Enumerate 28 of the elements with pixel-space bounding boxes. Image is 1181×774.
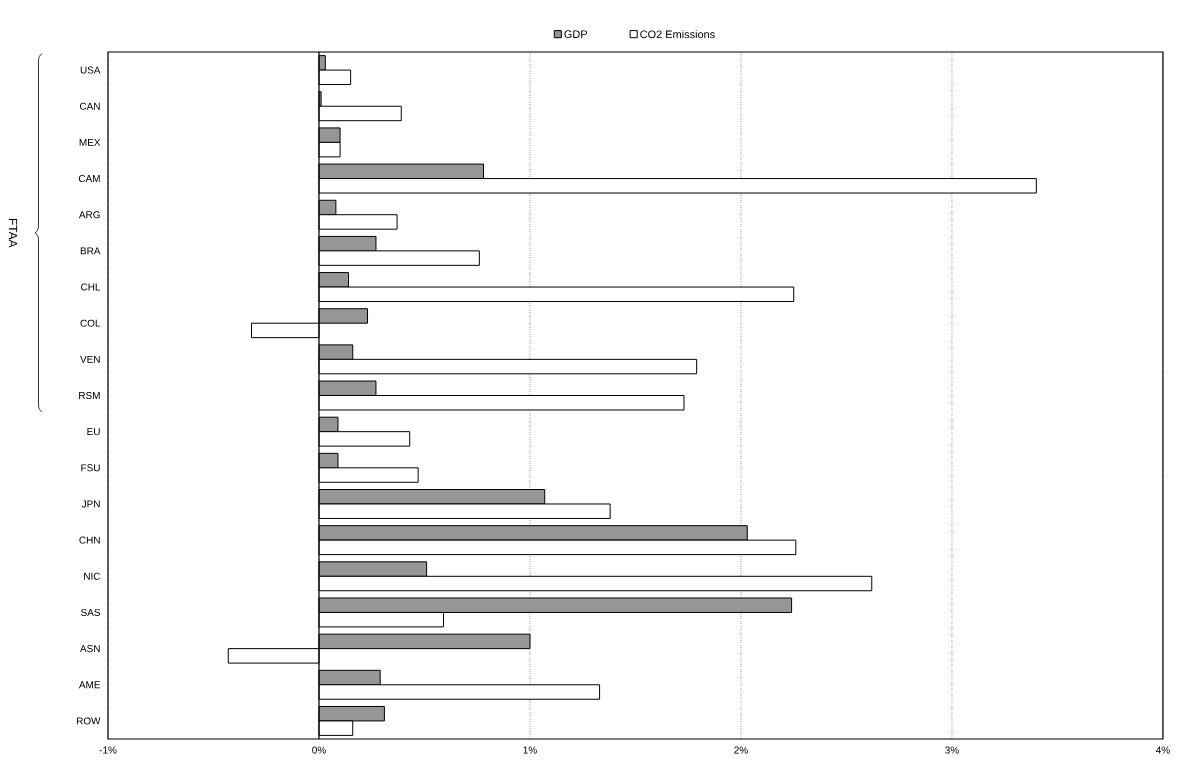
x-tick-label: 4% bbox=[1155, 746, 1170, 754]
y-tick-label: JPN bbox=[81, 500, 100, 508]
y-tick-label: NIC bbox=[84, 572, 101, 580]
text: FTAA bbox=[8, 218, 18, 248]
x-tick-label: 1% bbox=[523, 746, 537, 754]
y-tick-label: FSU bbox=[81, 464, 100, 472]
y-tick-label: SAS bbox=[81, 608, 101, 616]
y-tick-label: EU bbox=[87, 428, 100, 436]
x-tick-label: 3% bbox=[945, 746, 959, 754]
y-tick-label: USA bbox=[80, 66, 101, 74]
y-tick-label: BRA bbox=[80, 247, 101, 255]
y-tick-label: MEX bbox=[79, 138, 101, 146]
legend-label: GDP bbox=[564, 30, 588, 39]
y-tick-label: ROW bbox=[76, 717, 101, 725]
x-tick-label: -1% bbox=[99, 746, 117, 754]
y-tick-label: CAN bbox=[79, 102, 100, 110]
y-tick-label: CHN bbox=[79, 536, 100, 544]
y-tick-label: COL bbox=[80, 319, 101, 327]
y-tick-label: CHL bbox=[81, 283, 101, 291]
x-tick-label: 2% bbox=[734, 746, 748, 754]
y-tick-label: AME bbox=[78, 681, 101, 689]
y-tick-label: VEN bbox=[80, 355, 100, 363]
y-tick-label: ARG bbox=[78, 211, 100, 219]
y-tick-label: ASN bbox=[80, 645, 100, 653]
y-tick-label: RSM bbox=[79, 391, 100, 400]
y-tick-label: CAM bbox=[78, 175, 100, 183]
x-tick-label: 0% bbox=[312, 746, 326, 754]
legend-label: CO2 Emissions bbox=[640, 30, 715, 39]
